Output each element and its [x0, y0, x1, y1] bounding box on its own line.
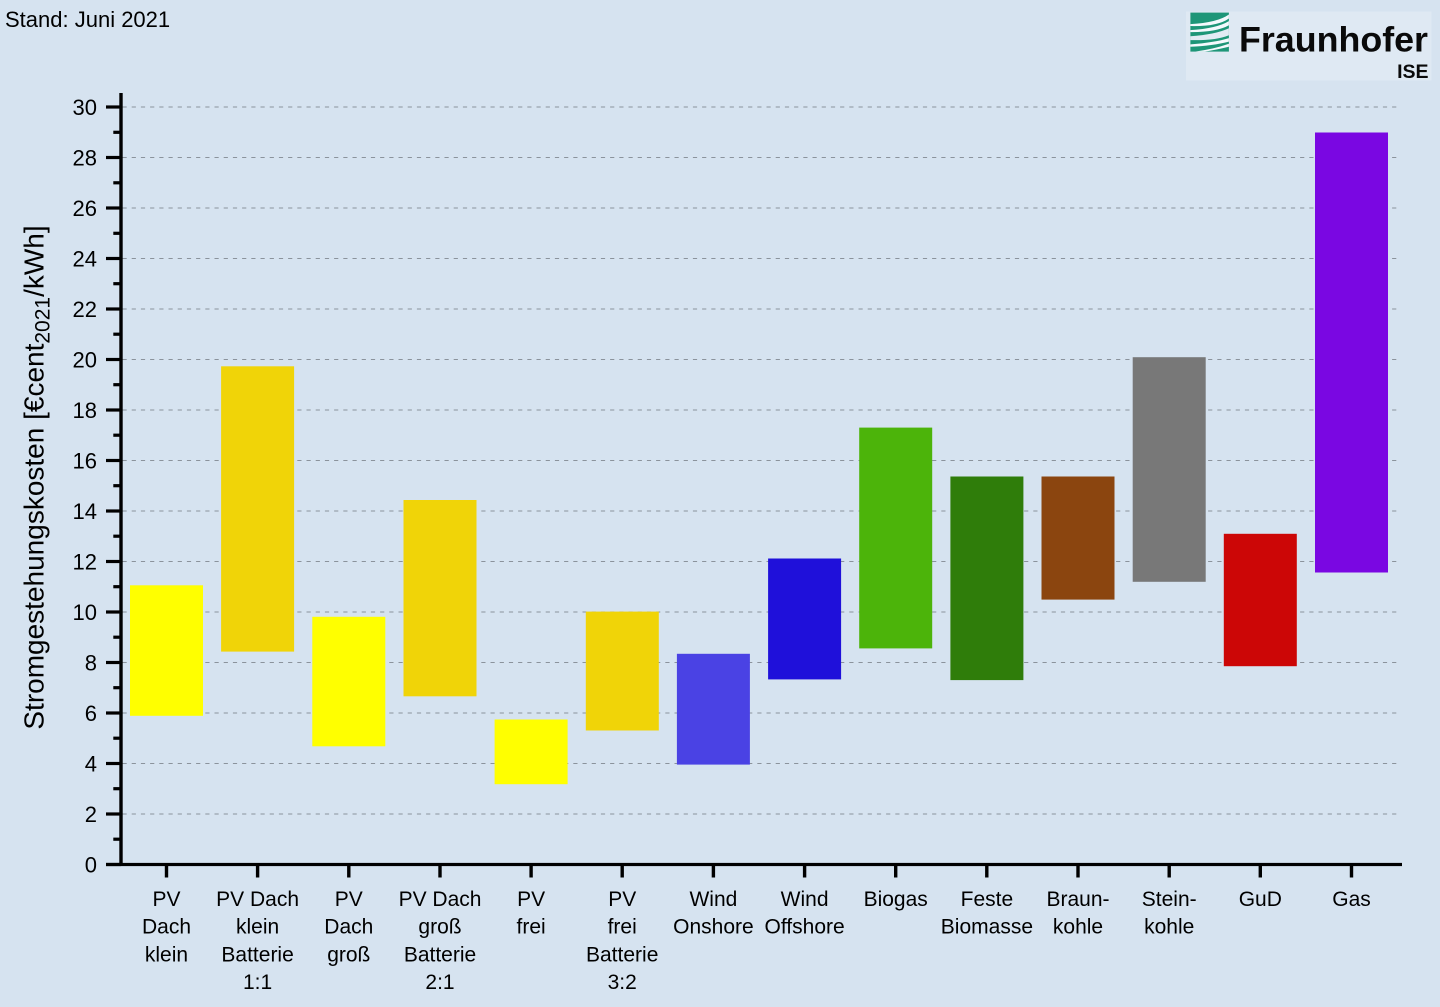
svg-text:1:1: 1:1 — [243, 971, 272, 994]
svg-text:Batterie: Batterie — [221, 943, 293, 966]
svg-text:kohle: kohle — [1144, 916, 1194, 939]
svg-text:Braun-: Braun- — [1046, 888, 1109, 911]
svg-text:groß: groß — [418, 916, 461, 939]
svg-text:Offshore: Offshore — [765, 916, 845, 939]
svg-text:Onshore: Onshore — [673, 916, 754, 939]
svg-text:PV Dach: PV Dach — [216, 888, 299, 911]
svg-text:frei: frei — [608, 916, 637, 939]
svg-text:10: 10 — [73, 600, 97, 625]
svg-text:Stein-: Stein- — [1142, 888, 1197, 911]
svg-text:Dach: Dach — [142, 916, 191, 939]
svg-text:24: 24 — [73, 246, 97, 271]
svg-text:Dach: Dach — [324, 916, 373, 939]
svg-text:22: 22 — [73, 297, 97, 322]
svg-text:PV: PV — [608, 888, 636, 911]
svg-text:Stromgestehungskosten [€cent20: Stromgestehungskosten [€cent2021/kWh] — [19, 225, 55, 729]
svg-text:ISE: ISE — [1397, 61, 1428, 83]
svg-text:Batterie: Batterie — [404, 943, 476, 966]
svg-text:PV: PV — [152, 888, 180, 911]
svg-text:Biomasse: Biomasse — [941, 916, 1033, 939]
svg-text:14: 14 — [73, 499, 97, 524]
svg-text:GuD: GuD — [1239, 888, 1282, 911]
svg-text:klein: klein — [145, 943, 188, 966]
svg-text:frei: frei — [517, 916, 546, 939]
svg-text:2:1: 2:1 — [425, 971, 454, 994]
svg-text:6: 6 — [85, 701, 97, 726]
svg-text:28: 28 — [73, 145, 97, 170]
svg-text:PV Dach: PV Dach — [399, 888, 482, 911]
svg-text:20: 20 — [73, 347, 97, 372]
svg-text:PV: PV — [517, 888, 545, 911]
svg-text:8: 8 — [85, 650, 97, 675]
svg-text:3:2: 3:2 — [608, 971, 637, 994]
svg-text:Feste: Feste — [961, 888, 1014, 911]
svg-text:26: 26 — [73, 196, 97, 221]
svg-text:12: 12 — [73, 549, 97, 574]
svg-text:klein: klein — [236, 916, 279, 939]
svg-text:PV: PV — [335, 888, 363, 911]
svg-text:Wind: Wind — [689, 888, 737, 911]
svg-text:Wind: Wind — [781, 888, 829, 911]
svg-text:Batterie: Batterie — [586, 943, 658, 966]
svg-text:2: 2 — [85, 802, 97, 827]
svg-text:Biogas: Biogas — [864, 888, 928, 911]
svg-text:Gas: Gas — [1332, 888, 1371, 911]
svg-text:0: 0 — [85, 852, 97, 877]
svg-text:18: 18 — [73, 398, 97, 423]
svg-text:4: 4 — [85, 751, 97, 776]
svg-text:Stand: Juni 2021: Stand: Juni 2021 — [5, 7, 170, 32]
svg-text:Fraunhofer: Fraunhofer — [1239, 19, 1428, 59]
svg-text:16: 16 — [73, 448, 97, 473]
svg-text:kohle: kohle — [1053, 916, 1103, 939]
svg-text:groß: groß — [327, 943, 370, 966]
svg-text:30: 30 — [73, 95, 97, 120]
